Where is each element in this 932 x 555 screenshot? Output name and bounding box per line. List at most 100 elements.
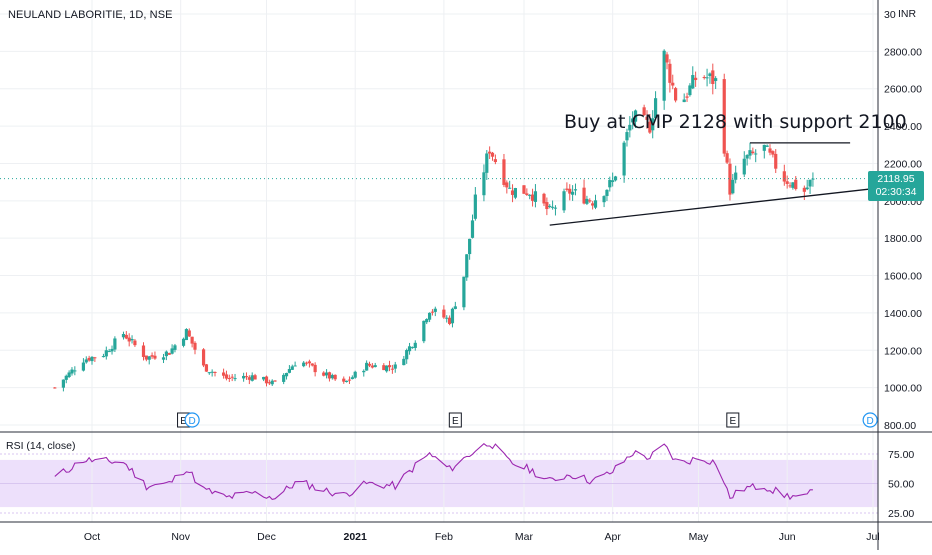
price-tick-label: 1200.00 xyxy=(884,345,922,357)
candle-body xyxy=(794,179,798,190)
candle-body xyxy=(685,96,689,98)
candle-body xyxy=(287,369,291,373)
candle-body xyxy=(304,362,309,364)
candle-body xyxy=(450,308,455,324)
candle-body xyxy=(510,190,515,195)
candle-body xyxy=(350,377,354,380)
time-tick-label: Jul xyxy=(866,531,879,543)
candle-body xyxy=(748,150,752,156)
candle-body xyxy=(113,338,117,350)
candle-body xyxy=(771,151,775,155)
candle-body xyxy=(130,339,134,341)
dividend-marker-label: D xyxy=(189,416,196,427)
candle-body xyxy=(542,193,546,204)
time-tick-label: Nov xyxy=(171,531,190,543)
candle-body xyxy=(87,357,91,361)
candle-body xyxy=(708,73,712,76)
candle-body xyxy=(427,312,432,320)
candle-body xyxy=(90,356,94,362)
candle-body xyxy=(430,311,435,313)
candle-body xyxy=(64,375,68,380)
candle-body xyxy=(533,191,538,202)
candle-body xyxy=(210,371,214,373)
candle-body xyxy=(387,365,392,368)
rsi-tick-label: 75.00 xyxy=(888,449,914,461)
candle-body xyxy=(448,317,452,324)
candle-body xyxy=(190,336,194,344)
candle-body xyxy=(633,110,638,122)
earnings-marker xyxy=(448,412,462,428)
candle-body xyxy=(147,356,151,360)
candle-body xyxy=(124,334,128,339)
candle-body xyxy=(224,374,229,379)
candle-body xyxy=(742,158,746,175)
candle-body xyxy=(508,187,512,189)
candle-body xyxy=(227,378,231,380)
candle-body xyxy=(342,378,346,382)
candle-body xyxy=(462,276,466,308)
candle-body xyxy=(522,185,526,194)
candle-body xyxy=(433,308,437,312)
time-tick-label: Dec xyxy=(257,531,276,543)
earnings-marker-label: E xyxy=(729,416,736,427)
candle-body xyxy=(353,371,357,378)
candle-body xyxy=(184,329,189,341)
candle-body xyxy=(204,364,209,372)
candle-body xyxy=(605,189,609,197)
candle-body xyxy=(173,345,177,350)
candle-body xyxy=(167,353,171,355)
candle-body xyxy=(104,350,108,357)
candle-body xyxy=(282,374,286,382)
candle-body xyxy=(745,155,749,159)
price-tick-label: 2400.00 xyxy=(884,121,922,133)
candle-body xyxy=(488,151,492,154)
candle-body xyxy=(631,118,635,123)
candle-body xyxy=(144,355,148,360)
candle-body xyxy=(668,63,672,83)
candle-body xyxy=(505,182,509,188)
candle-body xyxy=(682,99,686,103)
candle-body xyxy=(568,188,572,194)
dividend-marker xyxy=(862,412,878,428)
candle-body xyxy=(410,347,415,349)
candle-body xyxy=(442,309,446,318)
candle-body xyxy=(608,180,612,188)
candle-body xyxy=(73,370,77,372)
candle-body xyxy=(611,180,615,183)
candle-body xyxy=(785,181,789,184)
candle-body xyxy=(302,362,306,367)
candle-body xyxy=(407,346,412,352)
candle-body xyxy=(373,365,377,368)
candle-body xyxy=(808,179,812,187)
bar-countdown: 02:30:34 xyxy=(875,186,917,198)
price-tick-label: 800.00 xyxy=(884,420,916,432)
candle-body xyxy=(528,194,532,196)
candle-body xyxy=(81,362,86,371)
candle-body xyxy=(765,145,769,147)
candle-body xyxy=(714,78,718,81)
candle-body xyxy=(93,357,97,359)
candle-body xyxy=(233,378,237,380)
candle-body xyxy=(691,75,695,89)
candle-body xyxy=(702,77,706,79)
candle-body xyxy=(705,77,709,79)
candle-body xyxy=(133,340,137,346)
candle-body xyxy=(571,191,575,195)
candle-body xyxy=(591,203,595,206)
candle-body xyxy=(330,375,334,379)
support-trendline xyxy=(549,188,874,226)
candle-body xyxy=(788,185,792,187)
candle-body xyxy=(402,358,406,366)
candle-body xyxy=(161,357,166,360)
candle-body xyxy=(662,50,666,101)
candle-body xyxy=(553,207,558,209)
candle-body xyxy=(405,350,409,360)
candle-body xyxy=(653,98,658,118)
candle-body xyxy=(110,348,114,352)
candle-body xyxy=(482,172,486,196)
candle-body xyxy=(613,176,618,181)
price-tick-label: 1800.00 xyxy=(884,233,922,245)
candle-body xyxy=(473,194,477,219)
